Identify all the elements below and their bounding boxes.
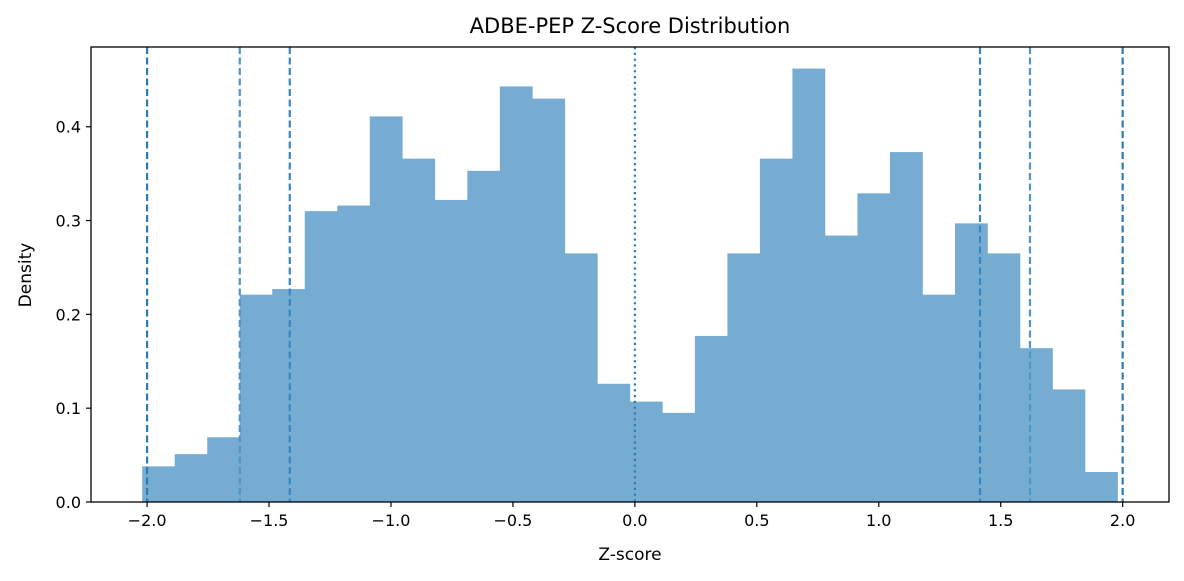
histogram-bar [239, 294, 273, 502]
y-axis: 0.0 0.1 0.2 0.3 0.4 [56, 118, 91, 512]
x-tick-label: −1.0 [372, 511, 411, 530]
histogram-bar [1085, 471, 1118, 502]
histogram-bar [792, 68, 826, 502]
histogram-bars [142, 68, 1118, 503]
histogram-bar [499, 86, 533, 502]
histogram-bar [987, 253, 1021, 502]
x-tick-label: 0.0 [622, 511, 647, 530]
y-tick-label: 0.4 [56, 118, 81, 137]
histogram-bar [857, 193, 891, 502]
histogram-bar [889, 152, 923, 503]
histogram-bar [467, 170, 501, 502]
x-tick-label: −1.5 [250, 511, 289, 530]
histogram-bar [337, 205, 371, 502]
histogram-bar [954, 223, 988, 502]
histogram-bar [597, 383, 631, 502]
x-tick-label: 1.5 [988, 511, 1013, 530]
chart-title: ADBE-PEP Z-Score Distribution [470, 14, 791, 38]
histogram-bar [272, 289, 306, 502]
histogram-bar [662, 412, 696, 502]
histogram-bar [434, 199, 468, 502]
histogram-bar [759, 158, 793, 503]
x-tick-label: 2.0 [1110, 511, 1135, 530]
histogram-bar [532, 98, 566, 503]
histogram-bar [922, 294, 956, 502]
x-tick-label: −0.5 [494, 511, 533, 530]
y-tick-label: 0.2 [56, 305, 81, 324]
y-tick-label: 0.0 [56, 493, 81, 512]
histogram-bar [1020, 348, 1053, 502]
x-axis: −2.0 −1.5 −1.0 −0.5 0.0 0.5 1.0 1.5 2.0 [128, 502, 1135, 530]
histogram-bar [304, 211, 338, 502]
x-tick-label: 1.0 [866, 511, 891, 530]
x-tick-label: −2.0 [128, 511, 167, 530]
histogram-bar [174, 454, 208, 502]
plot-frame [90, 46, 1170, 503]
histogram-bar [694, 335, 728, 502]
histogram-bar [1052, 389, 1086, 502]
reference-lines [145, 47, 1124, 502]
histogram-bar [564, 253, 598, 502]
y-tick-label: 0.3 [56, 212, 81, 231]
histogram-bar [207, 437, 241, 502]
histogram-bar [369, 116, 403, 503]
histogram-bar [824, 235, 858, 502]
histogram-bar [629, 401, 663, 502]
y-tick-label: 0.1 [56, 399, 81, 418]
y-axis-label: Density [16, 243, 36, 308]
histogram-bar [727, 253, 761, 502]
x-axis-label: Z-score [598, 545, 661, 565]
histogram-bar [402, 158, 436, 503]
x-tick-label: 0.5 [744, 511, 769, 530]
